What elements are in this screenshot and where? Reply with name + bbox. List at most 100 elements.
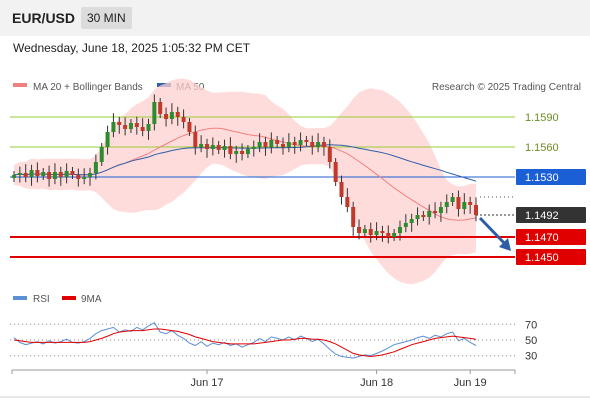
candle-up bbox=[409, 219, 414, 223]
candle-up bbox=[52, 172, 57, 179]
candle-down bbox=[327, 147, 332, 162]
candle-up bbox=[316, 142, 321, 147]
candle-down bbox=[117, 122, 122, 125]
candle-down bbox=[310, 142, 315, 147]
rsi-panel: 70 50 30 bbox=[10, 319, 537, 363]
candle-down bbox=[456, 197, 461, 209]
candle-down bbox=[58, 172, 63, 177]
candle-down bbox=[23, 173, 28, 177]
pivot-label: 1.1530 bbox=[525, 172, 559, 184]
rsi-ma-legend-label: 9MA bbox=[81, 294, 102, 305]
rsi-tick-label: 50 bbox=[525, 335, 537, 347]
candle-up bbox=[29, 170, 34, 177]
candle-down bbox=[368, 229, 373, 235]
candle-down bbox=[204, 144, 209, 149]
candle-down bbox=[281, 144, 286, 147]
candle-up bbox=[397, 227, 402, 233]
candle-down bbox=[345, 197, 350, 207]
candle-up bbox=[99, 147, 104, 162]
candle-up bbox=[12, 175, 16, 178]
candle-down bbox=[421, 215, 426, 217]
candle-up bbox=[17, 173, 22, 175]
candle-down bbox=[351, 207, 356, 227]
candle-up bbox=[82, 177, 87, 179]
candle-up bbox=[245, 149, 250, 154]
rsi-legend-label: RSI bbox=[33, 294, 50, 305]
candle-down bbox=[123, 125, 128, 129]
ma20-legend-swatch bbox=[13, 83, 27, 87]
candle-down bbox=[228, 146, 233, 154]
candle-up bbox=[269, 140, 274, 147]
pivot-label-box bbox=[516, 169, 586, 185]
candle-down bbox=[76, 175, 81, 179]
source-note: Research © 2025 Trading Central bbox=[432, 82, 581, 93]
candle-up bbox=[222, 146, 227, 150]
candle-down bbox=[333, 162, 338, 182]
support-label-box bbox=[516, 229, 586, 245]
candle-up bbox=[438, 207, 443, 213]
rsi-tick-label: 30 bbox=[525, 351, 537, 363]
candle-down bbox=[175, 112, 180, 117]
candle-down bbox=[468, 202, 473, 205]
symbol-label: EUR/USD bbox=[12, 10, 76, 26]
candle-down bbox=[433, 211, 438, 213]
current-price-box bbox=[516, 207, 586, 223]
datetime-label: Wednesday, June 18, 2025 1:05:32 PM CET bbox=[13, 41, 251, 55]
support-label: 1.1470 bbox=[525, 232, 559, 244]
candles bbox=[12, 94, 511, 251]
candle-up bbox=[105, 132, 110, 147]
candle-up bbox=[111, 122, 116, 132]
candle-down bbox=[275, 140, 280, 144]
candle-up bbox=[199, 144, 204, 147]
candle-up bbox=[41, 172, 46, 176]
candle-up bbox=[392, 233, 397, 237]
candle-up bbox=[298, 140, 303, 145]
candle-up bbox=[415, 215, 420, 219]
candle-down bbox=[321, 142, 326, 147]
candle-down bbox=[216, 145, 221, 150]
candle-up bbox=[64, 171, 69, 177]
candle-down bbox=[263, 142, 268, 147]
candle-down bbox=[304, 140, 309, 142]
candle-up bbox=[210, 145, 215, 149]
candle-up bbox=[93, 162, 98, 173]
candle-up bbox=[234, 151, 239, 154]
x-tick-label: Jun 19 bbox=[454, 377, 487, 389]
candle-up bbox=[362, 229, 367, 233]
candle-down bbox=[339, 182, 344, 197]
candle-up bbox=[152, 102, 157, 124]
candle-up bbox=[462, 202, 467, 209]
x-tick-label: Jun 18 bbox=[360, 377, 393, 389]
rsi-line bbox=[13, 322, 477, 359]
candle-down bbox=[70, 171, 75, 175]
candle-down bbox=[164, 114, 169, 119]
chart-header: EUR/USD 30 MIN bbox=[0, 0, 590, 36]
resistance-label: 1.1560 bbox=[525, 142, 559, 154]
candle-down bbox=[292, 142, 297, 145]
candle-up bbox=[128, 123, 133, 129]
candle-up bbox=[251, 147, 256, 149]
rsi-ma-line bbox=[13, 328, 477, 358]
rsi-ma-legend-swatch bbox=[62, 296, 76, 300]
bollinger-band-area bbox=[14, 78, 476, 285]
candle-down bbox=[240, 151, 245, 154]
resistance-label: 1.1590 bbox=[525, 112, 559, 124]
support-label: 1.1450 bbox=[525, 252, 559, 264]
x-tick-label: Jun 17 bbox=[190, 377, 223, 389]
candle-up bbox=[444, 202, 449, 207]
candle-up bbox=[450, 197, 455, 202]
timeframe-badge[interactable]: 30 MIN bbox=[81, 7, 132, 29]
level-labels: 1.1590 1.1560 1.1530 1.1492 1.1470 1.1450 bbox=[516, 112, 586, 265]
candle-up bbox=[146, 124, 151, 131]
current-price-label: 1.1492 bbox=[525, 210, 559, 222]
candle-down bbox=[187, 122, 192, 132]
rsi-tick-label: 70 bbox=[525, 319, 537, 331]
x-axis-labels: Jun 17 Jun 18 Jun 19 bbox=[190, 370, 487, 389]
support-label-box bbox=[516, 249, 586, 265]
candle-up bbox=[403, 223, 408, 227]
candle-down bbox=[474, 205, 478, 215]
candle-up bbox=[374, 231, 379, 235]
candle-down bbox=[193, 132, 198, 147]
candle-down bbox=[386, 233, 391, 237]
